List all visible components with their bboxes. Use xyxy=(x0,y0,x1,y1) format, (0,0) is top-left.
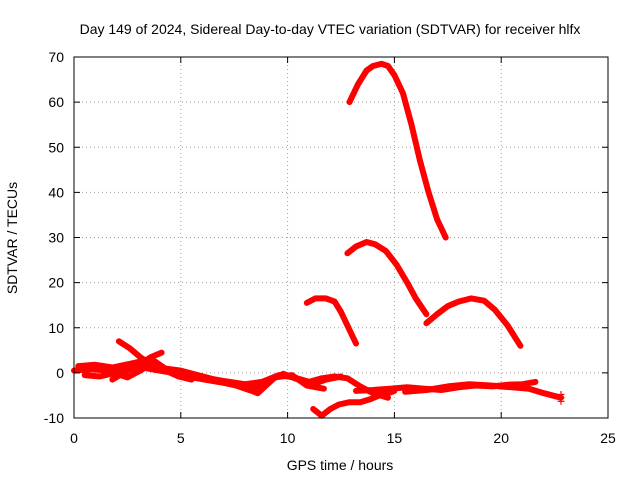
y-tick-label: 40 xyxy=(48,184,64,200)
axis-ticks xyxy=(73,56,609,419)
y-tick-label: 60 xyxy=(48,94,64,110)
series-band-tail xyxy=(402,381,564,401)
x-tick-label: 0 xyxy=(70,430,78,446)
y-tick-label: 70 xyxy=(48,49,64,65)
series-line xyxy=(109,349,165,383)
y-axis-label: SDTVAR / TECUs xyxy=(4,182,20,294)
series-band-cross-up xyxy=(115,338,195,383)
x-axis-label: GPS time / hours xyxy=(287,457,394,473)
x-tick-label: 10 xyxy=(280,430,296,446)
x-tick-label: 20 xyxy=(493,430,509,446)
series-line xyxy=(303,295,359,347)
x-tick-labels: 0 5 10 15 20 25 xyxy=(70,430,616,446)
series-arc-short xyxy=(303,295,359,347)
x-tick-label: 5 xyxy=(177,430,185,446)
y-tick-labels: -10 0 10 20 30 40 50 60 70 xyxy=(44,49,64,426)
data-series xyxy=(71,60,565,419)
y-tick-label: 50 xyxy=(48,139,64,155)
x-tick-label: 15 xyxy=(387,430,403,446)
series-line xyxy=(346,60,449,241)
series-arc-mid-peak xyxy=(344,239,430,318)
series-arc-negative xyxy=(310,387,398,419)
series-crosses-end xyxy=(557,391,565,405)
y-tick-label: 0 xyxy=(56,365,64,381)
y-tick-label: -10 xyxy=(44,410,64,426)
x-tick-label: 25 xyxy=(600,430,616,446)
series-line xyxy=(423,295,524,349)
y-tick-label: 20 xyxy=(48,275,64,291)
chart-title: Day 149 of 2024, Sidereal Day-to-day VTE… xyxy=(80,21,581,37)
series-line xyxy=(344,239,430,318)
series-line xyxy=(402,381,564,401)
data-point-cross xyxy=(557,397,565,405)
series-line xyxy=(115,338,195,383)
series-band-cross-down xyxy=(109,349,165,383)
y-tick-label: 10 xyxy=(48,320,64,336)
series-arc-high-peak xyxy=(346,60,449,241)
series-arc-evening xyxy=(423,295,524,349)
y-tick-label: 30 xyxy=(48,230,64,246)
series-line xyxy=(310,387,398,419)
